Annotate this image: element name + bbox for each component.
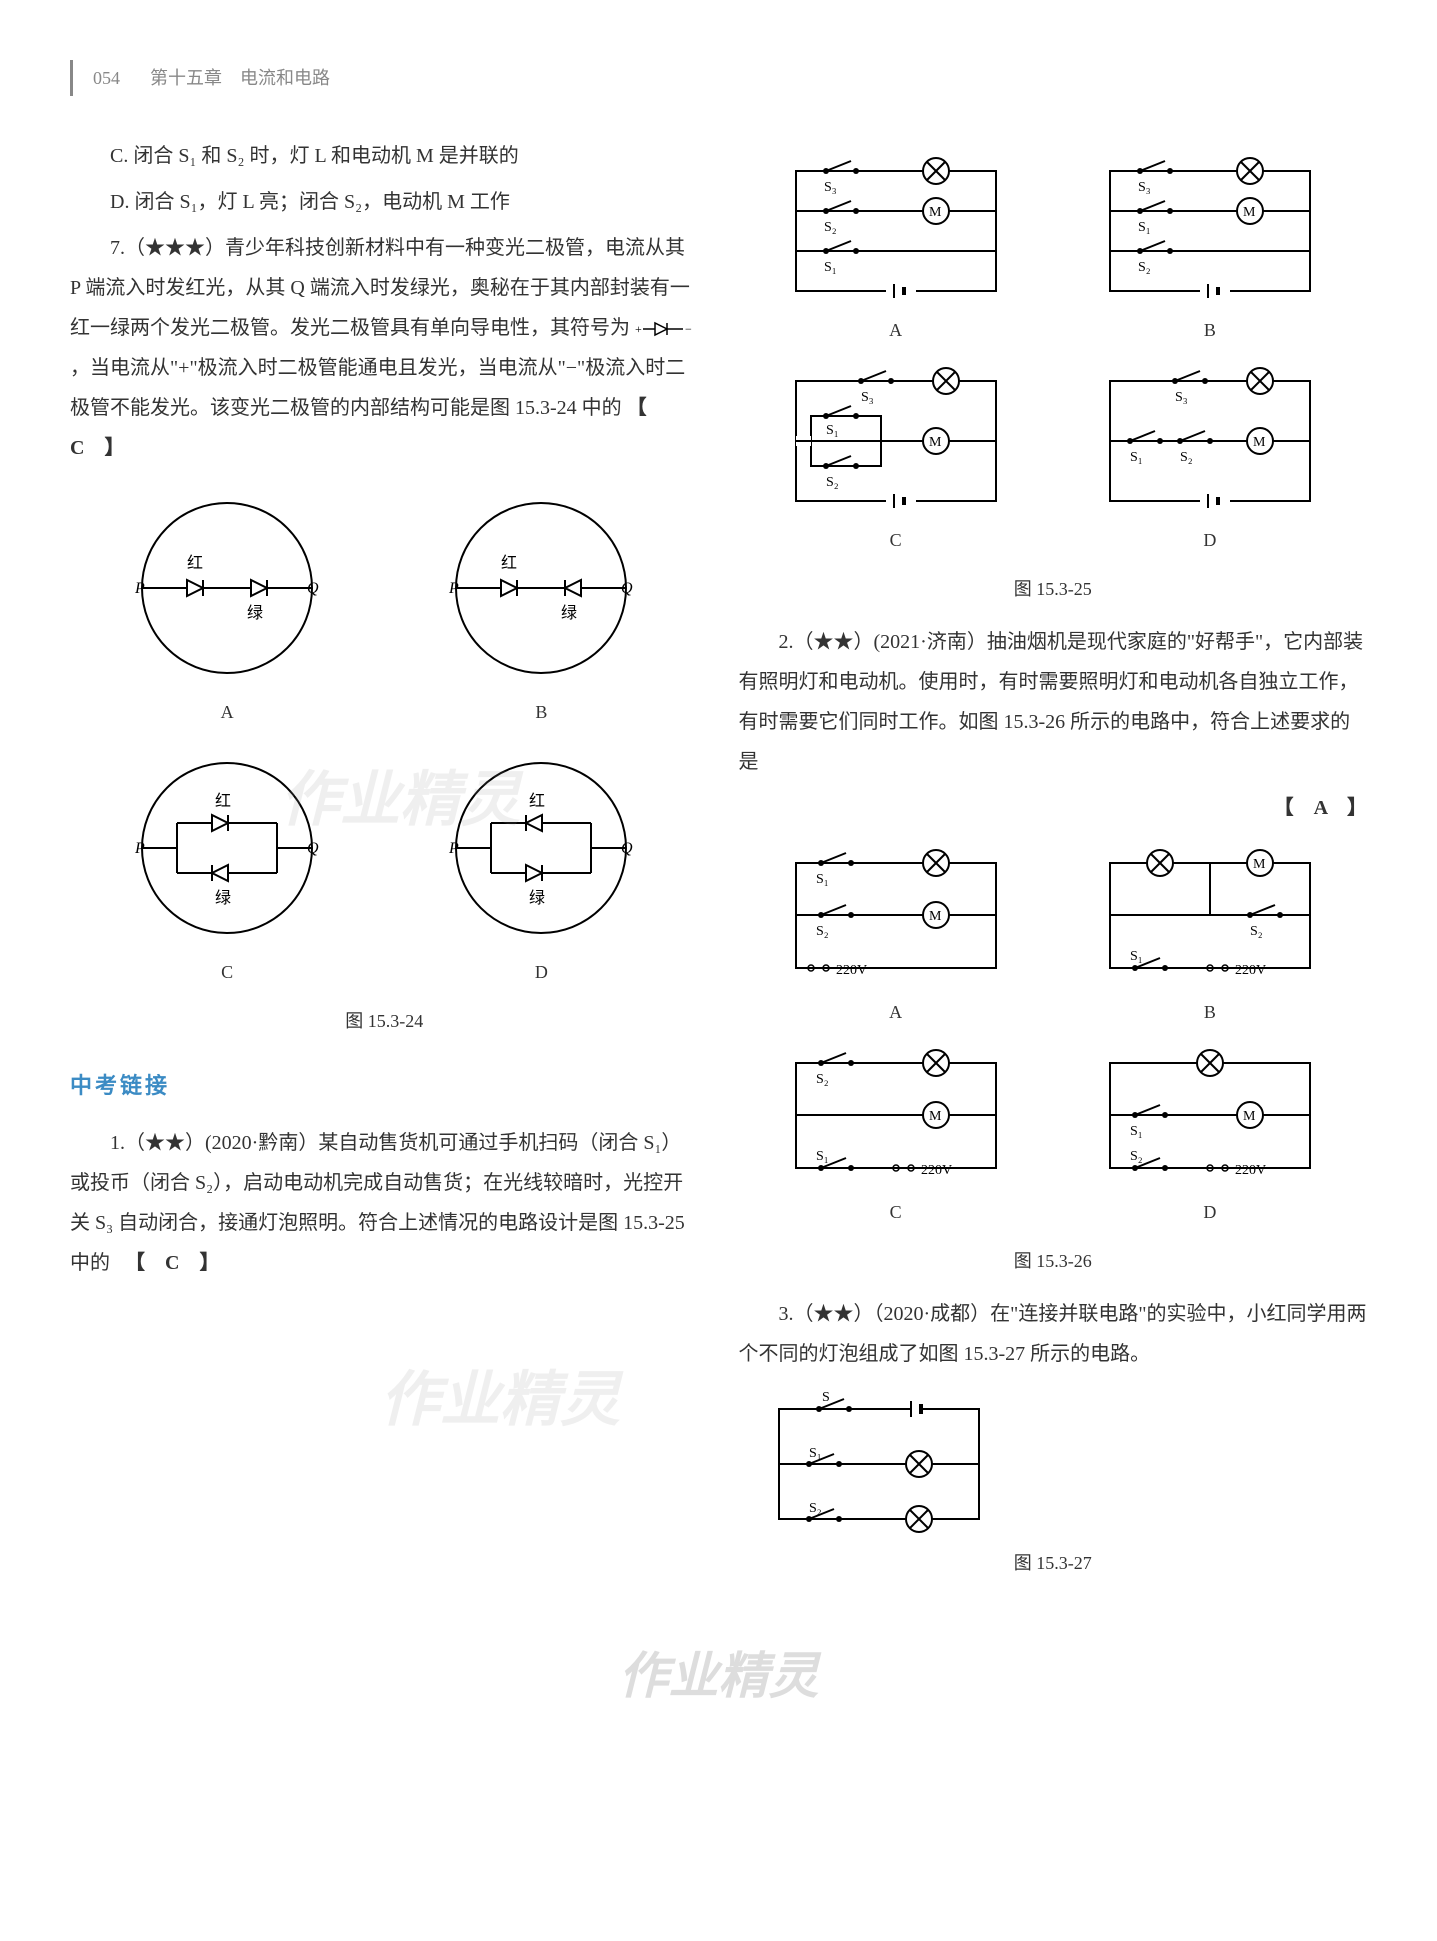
- fig-label-c: C: [766, 1194, 1026, 1230]
- svg-text:S₁: S₁: [809, 1446, 822, 1461]
- svg-text:S₂: S₂: [816, 924, 829, 939]
- fig25-option-d: S₃ S₁ S₂ M D: [1080, 366, 1340, 558]
- svg-text:−: −: [685, 322, 692, 336]
- fig-label-d: D: [1080, 1194, 1340, 1230]
- figure-15-3-27: S S₁ S₂ 图 15.3-27: [739, 1389, 1368, 1581]
- fig-label-c: C: [127, 954, 327, 990]
- fig26-option-d: S₁ M S₂ 220V D: [1080, 1048, 1340, 1230]
- svg-text:220V: 220V: [836, 963, 867, 978]
- q1-answer: 【 C 】: [135, 1252, 219, 1274]
- fig-label-b: B: [441, 694, 641, 730]
- svg-text:M: M: [1243, 205, 1256, 220]
- q7-intro: 7.（★★★）青少年科技创新材料中有一种变光二极管，电流从其 P 端流入时发红光…: [70, 237, 690, 339]
- svg-text:220V: 220V: [1235, 963, 1266, 978]
- svg-text:S₃: S₃: [861, 390, 874, 405]
- fig-label-c: C: [766, 522, 1026, 558]
- svg-text:S₁: S₁: [1130, 1124, 1143, 1139]
- figure-15-3-24: P Q 红 绿 A: [70, 483, 699, 1039]
- svg-text:M: M: [929, 1109, 942, 1124]
- svg-text:S₃: S₃: [824, 180, 837, 195]
- page-header: 054 第十五章 电流和电路: [70, 60, 1367, 96]
- q7-text: 7.（★★★）青少年科技创新材料中有一种变光二极管，电流从其 P 端流入时发红光…: [70, 228, 699, 468]
- label-red: 红: [187, 554, 203, 572]
- fig25-option-a: S₃ S₂ M S₁ A: [766, 156, 1026, 348]
- section-title: 中考链接: [70, 1064, 699, 1108]
- svg-text:220V: 220V: [1235, 1163, 1266, 1178]
- svg-text:S₂: S₂: [809, 1501, 822, 1516]
- label-green: 绿: [247, 604, 263, 622]
- svg-text:M: M: [929, 909, 942, 924]
- diode-symbol-icon: + −: [635, 319, 695, 339]
- svg-text:S₂: S₂: [1138, 260, 1151, 275]
- svg-text:S₂: S₂: [1180, 450, 1193, 465]
- left-column: C. 闭合 S₁ 和 S₂ 时，灯 L 和电动机 M 是并联的 D. 闭合 S₁…: [70, 136, 699, 1596]
- svg-text:S₂: S₂: [816, 1072, 829, 1087]
- figure-15-3-26: S₁ S₂ M 220V A: [739, 843, 1368, 1279]
- svg-text:S₃: S₃: [1138, 180, 1151, 195]
- fig-label-d: D: [441, 954, 641, 990]
- svg-text:S₂: S₂: [826, 475, 839, 490]
- fig-label-a: A: [766, 312, 1026, 348]
- svg-text:绿: 绿: [529, 889, 545, 907]
- fig26-caption: 图 15.3-26: [739, 1243, 1368, 1279]
- svg-text:S₁: S₁: [1130, 949, 1143, 964]
- svg-text:S₁: S₁: [816, 872, 829, 887]
- svg-text:M: M: [1253, 435, 1266, 450]
- svg-text:S₁: S₁: [816, 1149, 829, 1164]
- q2-answer-line: 【 A 】: [739, 788, 1368, 828]
- svg-text:M: M: [929, 435, 942, 450]
- option-c: C. 闭合 S₁ 和 S₂ 时，灯 L 和电动机 M 是并联的: [70, 136, 699, 176]
- q7-cont: ，当电流从"+"极流入时二极管能通电且发光，当电流从"−"极流入时二极管不能发光…: [70, 357, 685, 419]
- fig-label-b: B: [1080, 312, 1340, 348]
- svg-text:+: +: [635, 322, 642, 336]
- svg-text:S₁: S₁: [826, 423, 839, 438]
- svg-text:绿: 绿: [561, 604, 577, 622]
- fig24-option-b: P Q 红 绿 B: [441, 488, 641, 730]
- fig-label-d: D: [1080, 522, 1340, 558]
- svg-text:S₂: S₂: [1130, 1149, 1143, 1164]
- fig24-caption: 图 15.3-24: [70, 1003, 699, 1039]
- fig24-option-a: P Q 红 绿 A: [127, 488, 327, 730]
- svg-text:红: 红: [215, 792, 231, 810]
- fig26-option-b: M S₂ S₁ 220V B: [1080, 848, 1340, 1030]
- q1-text: 1.（★★）(2020·黔南）某自动售货机可通过手机扫码（闭合 S₁）或投币（闭…: [70, 1123, 699, 1283]
- content-area: C. 闭合 S₁ 和 S₂ 时，灯 L 和电动机 M 是并联的 D. 闭合 S₁…: [70, 136, 1367, 1596]
- svg-text:M: M: [1253, 857, 1266, 872]
- svg-text:红: 红: [501, 554, 517, 572]
- q2-text: 2.（★★）(2021·济南）抽油烟机是现代家庭的"好帮手"，它内部装有照明灯和…: [739, 622, 1368, 782]
- fig26-option-a: S₁ S₂ M 220V A: [766, 848, 1026, 1030]
- fig-label-a: A: [766, 994, 1026, 1030]
- svg-text:M: M: [1243, 1109, 1256, 1124]
- svg-text:M: M: [929, 205, 942, 220]
- svg-text:220V: 220V: [921, 1163, 952, 1178]
- right-column: S₃ S₂ M S₁ A: [739, 136, 1368, 1596]
- svg-text:S: S: [822, 1390, 830, 1405]
- svg-text:S₁: S₁: [1130, 450, 1143, 465]
- page-number: 054: [93, 60, 120, 96]
- svg-text:S₁: S₁: [1138, 220, 1151, 235]
- fig25-option-b: S₃ S₁ M S₂ B: [1080, 156, 1340, 348]
- watermark-bottom: 作业精灵: [619, 1648, 819, 1704]
- svg-text:红: 红: [529, 792, 545, 810]
- svg-text:S₃: S₃: [1175, 390, 1188, 405]
- fig24-option-d: P Q 红 绿: [441, 748, 641, 990]
- svg-text:S₁: S₁: [824, 260, 837, 275]
- q3-text: 3.（★★）（2020·成都）在"连接并联电路"的实验中，小红同学用两个不同的灯…: [739, 1294, 1368, 1374]
- fig27-caption: 图 15.3-27: [739, 1545, 1368, 1581]
- fig26-option-c: S₂ M S₁ 220V C: [766, 1048, 1026, 1230]
- svg-text:绿: 绿: [215, 889, 231, 907]
- svg-text:S₂: S₂: [824, 220, 837, 235]
- fig25-option-c: S₃ S₁ S₂ M C: [766, 366, 1026, 558]
- fig-label-a: A: [127, 694, 327, 730]
- fig24-option-c: P Q 红 绿: [127, 748, 327, 990]
- q2-body: 2.（★★）(2021·济南）抽油烟机是现代家庭的"好帮手"，它内部装有照明灯和…: [739, 631, 1364, 773]
- q2-answer: 【 A 】: [1274, 797, 1367, 819]
- option-d: D. 闭合 S₁，灯 L 亮；闭合 S₂，电动机 M 工作: [70, 182, 699, 222]
- svg-text:S₂: S₂: [1250, 924, 1263, 939]
- fig25-caption: 图 15.3-25: [739, 571, 1368, 607]
- chapter-title: 第十五章 电流和电路: [150, 60, 330, 96]
- fig-label-b: B: [1080, 994, 1340, 1030]
- figure-15-3-25: S₃ S₂ M S₁ A: [739, 151, 1368, 607]
